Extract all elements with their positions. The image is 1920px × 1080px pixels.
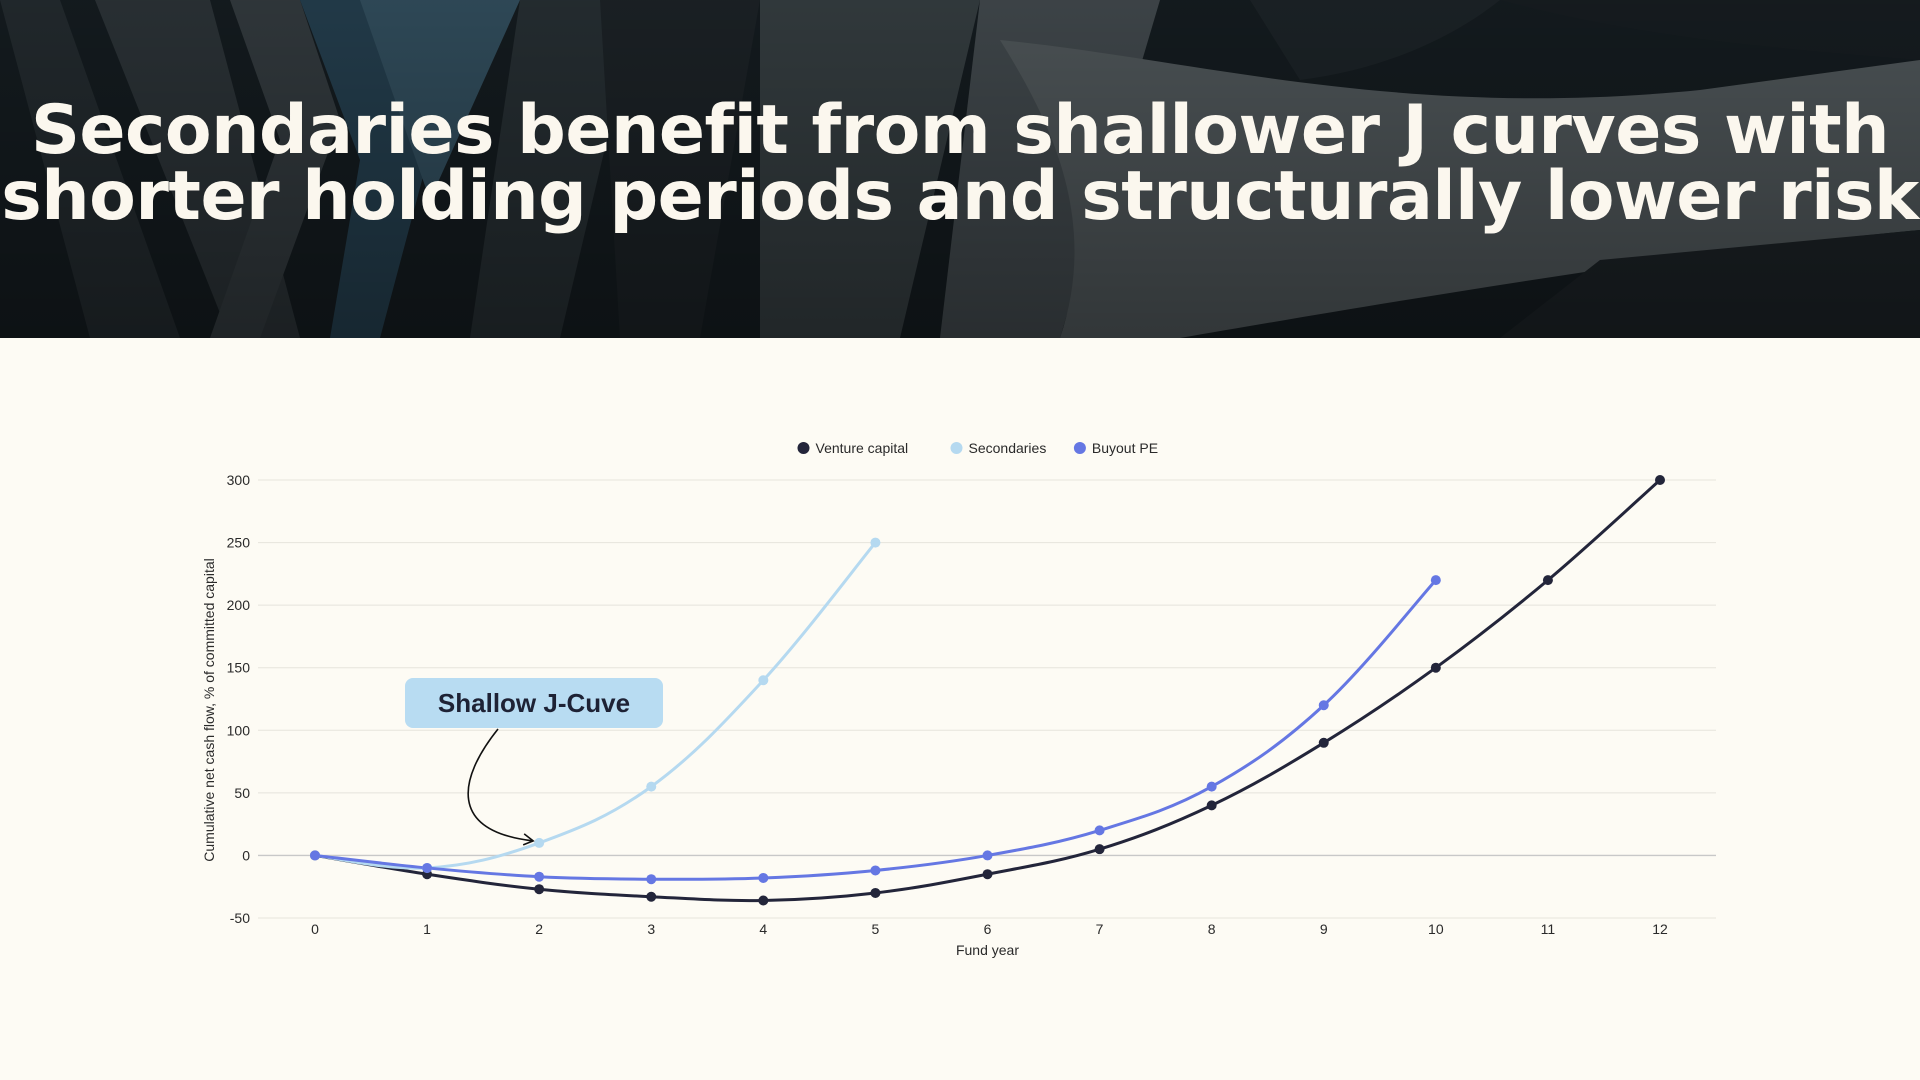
x-tick-label: 0 xyxy=(311,921,319,937)
annotation-arrow xyxy=(467,728,534,842)
data-point-secondaries xyxy=(870,537,881,548)
page-title-line-2: shorter holding periods and structurally… xyxy=(1,157,1919,236)
j-curve-chart: Venture capital Secondaries Buyout PE -50 0… xyxy=(201,440,1716,958)
data-point-buyout-pe xyxy=(310,850,320,861)
data-point-venture-capital xyxy=(1206,800,1217,811)
data-point-venture-capital xyxy=(1094,844,1105,855)
data-point-buyout-pe xyxy=(646,874,657,885)
legend-marker-venture-capital xyxy=(797,442,810,454)
header-banner: Secondaries benefit from shallower J cur… xyxy=(0,0,1920,338)
x-tick-label: 5 xyxy=(872,921,880,937)
chart-container: Venture capital Secondaries Buyout PE -50 0… xyxy=(0,420,1920,980)
page-title: Secondaries benefit from shallower J cur… xyxy=(0,97,1920,231)
annotation: Shallow J-Cuve xyxy=(405,678,663,846)
data-point-venture-capital xyxy=(646,891,657,902)
y-tick-label: 250 xyxy=(227,535,251,551)
data-point-venture-capital xyxy=(982,869,993,880)
x-tick-label: 4 xyxy=(759,921,767,937)
y-tick-label: 150 xyxy=(227,660,251,676)
data-point-venture-capital xyxy=(870,887,881,898)
x-tick-label: 11 xyxy=(1541,921,1556,937)
y-tick-label: 100 xyxy=(227,722,251,738)
x-tick-label: 10 xyxy=(1428,921,1444,937)
data-point-secondaries xyxy=(758,675,769,686)
y-axis-label: Cumulative net cash flow, % of committed… xyxy=(201,558,217,861)
data-point-venture-capital xyxy=(1542,575,1553,586)
data-point-venture-capital xyxy=(1430,662,1441,673)
data-point-buyout-pe xyxy=(758,872,769,883)
legend-label-venture-capital: Venture capital xyxy=(816,440,909,456)
series-line-buyout-pe xyxy=(313,578,1438,881)
data-point-venture-capital xyxy=(534,884,545,895)
x-tick-label: 6 xyxy=(984,921,992,937)
page-title-line-1: Secondaries benefit from shallower J cur… xyxy=(30,91,1890,170)
data-point-secondaries xyxy=(646,781,657,792)
legend-marker-buyout-pe xyxy=(1073,442,1086,454)
y-tick-label: 0 xyxy=(242,847,250,863)
legend-marker-secondaries xyxy=(950,442,963,454)
data-point-buyout-pe xyxy=(534,871,545,882)
y-tick-label: -50 xyxy=(230,910,250,926)
y-axis-ticks: -50 0 50 100 150 200 250 300 xyxy=(227,472,251,926)
x-tick-label: 8 xyxy=(1208,921,1216,937)
x-tick-label: 7 xyxy=(1096,921,1104,937)
legend-label-buyout-pe: Buyout PE xyxy=(1092,440,1158,456)
data-point-buyout-pe xyxy=(870,865,881,876)
x-tick-label: 12 xyxy=(1652,921,1668,937)
chart-legend: Venture capital Secondaries Buyout PE xyxy=(797,440,1158,456)
data-point-venture-capital xyxy=(1318,737,1329,748)
x-axis-label: Fund year xyxy=(956,942,1019,958)
x-axis-ticks: 0 1 2 3 4 5 6 7 8 9 10 11 12 xyxy=(311,921,1668,937)
data-point-venture-capital xyxy=(758,895,769,906)
data-point-buyout-pe xyxy=(422,862,433,873)
data-point-buyout-pe xyxy=(1318,700,1329,711)
legend-label-secondaries: Secondaries xyxy=(969,440,1047,456)
series-points xyxy=(310,475,1665,906)
x-tick-label: 2 xyxy=(535,921,543,937)
y-tick-label: 200 xyxy=(227,597,251,613)
data-point-buyout-pe xyxy=(982,850,993,861)
x-tick-label: 3 xyxy=(647,921,655,937)
x-tick-label: 1 xyxy=(423,921,431,937)
annotation-arrowhead xyxy=(522,833,535,846)
y-tick-label: 300 xyxy=(227,472,251,488)
data-point-buyout-pe xyxy=(1206,781,1217,792)
data-point-buyout-pe xyxy=(1094,825,1105,836)
data-point-secondaries xyxy=(534,837,545,848)
banner-background-texture xyxy=(0,0,1920,338)
annotation-box xyxy=(405,678,663,728)
data-point-buyout-pe xyxy=(1430,575,1441,586)
annotation-label: Shallow J-Cuve xyxy=(438,688,630,718)
x-tick-label: 9 xyxy=(1320,921,1328,937)
y-tick-label: 50 xyxy=(234,785,250,801)
data-point-venture-capital xyxy=(1655,475,1665,485)
